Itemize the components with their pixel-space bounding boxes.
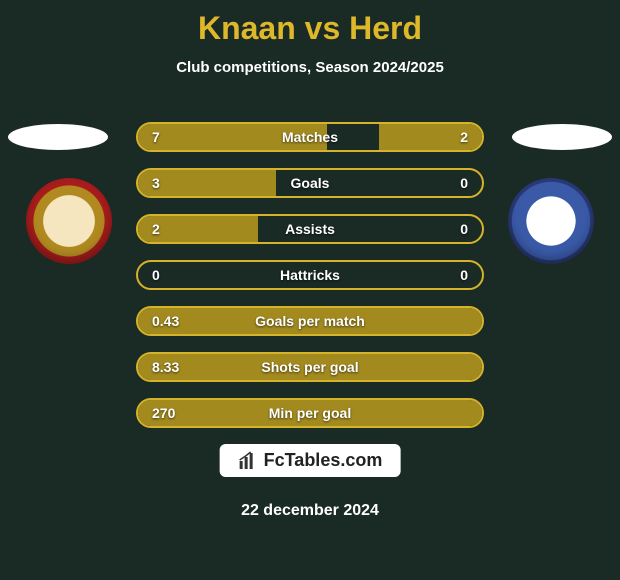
stat-value-right: 0 — [422, 221, 482, 237]
subtitle: Club competitions, Season 2024/2025 — [0, 59, 620, 76]
stat-value-left: 2 — [138, 221, 198, 237]
stat-row: 7Matches2 — [136, 122, 484, 152]
date-label: 22 december 2024 — [0, 502, 620, 520]
stat-value-left: 0.43 — [138, 313, 198, 329]
stat-label: Matches — [198, 129, 422, 145]
stat-row: 2Assists0 — [136, 214, 484, 244]
stat-value-left: 8.33 — [138, 359, 198, 375]
club-badge-right — [508, 178, 594, 264]
stat-value-left: 270 — [138, 405, 198, 421]
stat-label: Hattricks — [198, 267, 422, 283]
stat-label: Assists — [198, 221, 422, 237]
stat-value-right: 0 — [422, 175, 482, 191]
stat-label: Goals per match — [198, 313, 422, 329]
stat-value-right: 0 — [422, 267, 482, 283]
stat-row: 270Min per goal — [136, 398, 484, 428]
stat-row: 0.43Goals per match — [136, 306, 484, 336]
club-badge-left — [26, 178, 112, 264]
stat-row: 3Goals0 — [136, 168, 484, 198]
brand-text: FcTables.com — [264, 450, 383, 471]
stat-row: 8.33Shots per goal — [136, 352, 484, 382]
stats-panel: 7Matches23Goals02Assists00Hattricks00.43… — [136, 122, 484, 444]
stat-label: Min per goal — [198, 405, 422, 421]
page-title: Knaan vs Herd — [0, 0, 620, 47]
stat-label: Shots per goal — [198, 359, 422, 375]
brand-chart-icon — [238, 451, 258, 471]
stat-label: Goals — [198, 175, 422, 191]
arc-decoration-right — [512, 124, 612, 150]
brand-badge: FcTables.com — [220, 444, 401, 477]
stat-value-left: 0 — [138, 267, 198, 283]
stat-value-right: 2 — [422, 129, 482, 145]
stat-value-left: 3 — [138, 175, 198, 191]
stat-value-left: 7 — [138, 129, 198, 145]
arc-decoration-left — [8, 124, 108, 150]
stat-row: 0Hattricks0 — [136, 260, 484, 290]
